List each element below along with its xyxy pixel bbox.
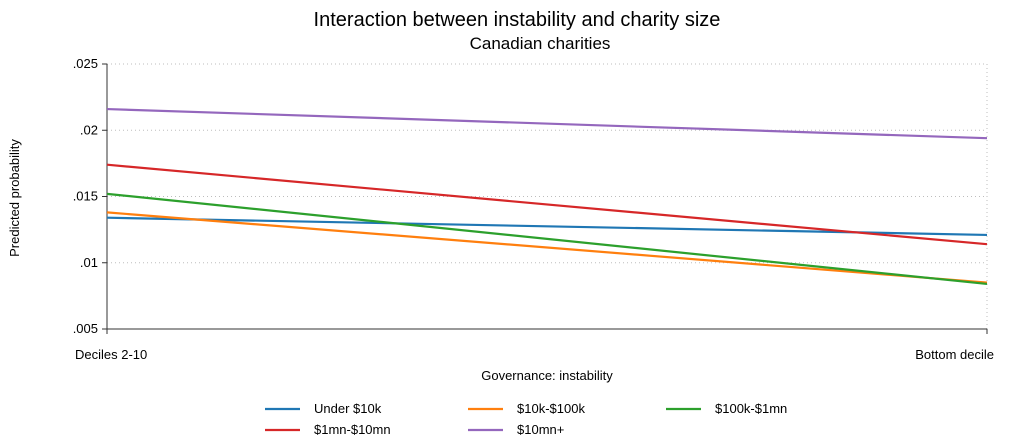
x-tick-label: Bottom decile [915,347,994,362]
series-line-3 [106,163,988,246]
x-tick-label: Deciles 2-10 [75,347,147,362]
legend: Under $10k $10k-$100k $100k-$1mn $1mn-$10mn… [265,401,787,437]
y-tick-label: .02 [80,122,98,137]
y-axis-title: Predicted probability [7,139,22,257]
chart-subtitle: Canadian charities [470,34,611,53]
y-tick-label: .005 [73,321,98,336]
y-tick-label: .025 [73,56,98,71]
x-axis-title: Governance: instability [481,368,613,383]
legend-label: $10mn+ [517,422,564,437]
legend-item: $1mn-$10mn [265,422,391,437]
grid [106,63,988,330]
legend-label: $100k-$1mn [715,401,787,416]
legend-item: $100k-$1mn [666,401,787,416]
legend-label: $10k-$100k [517,401,585,416]
legend-item: $10mn+ [468,422,564,437]
legend-label: $1mn-$10mn [314,422,391,437]
series-line-4 [106,107,988,140]
legend-item: Under $10k [265,401,382,416]
y-tick-label: .015 [73,189,98,204]
series-lines [106,107,988,286]
axes: .005 .01 .015 .02 .025 Deciles 2-10 Bottom dec… [73,56,994,362]
series-line-2 [106,192,988,286]
legend-label: Under $10k [314,401,382,416]
series-line-1 [106,211,988,284]
legend-item: $10k-$100k [468,401,585,416]
y-tick-label: .01 [80,255,98,270]
chart-title: Interaction between instability and char… [314,9,721,31]
